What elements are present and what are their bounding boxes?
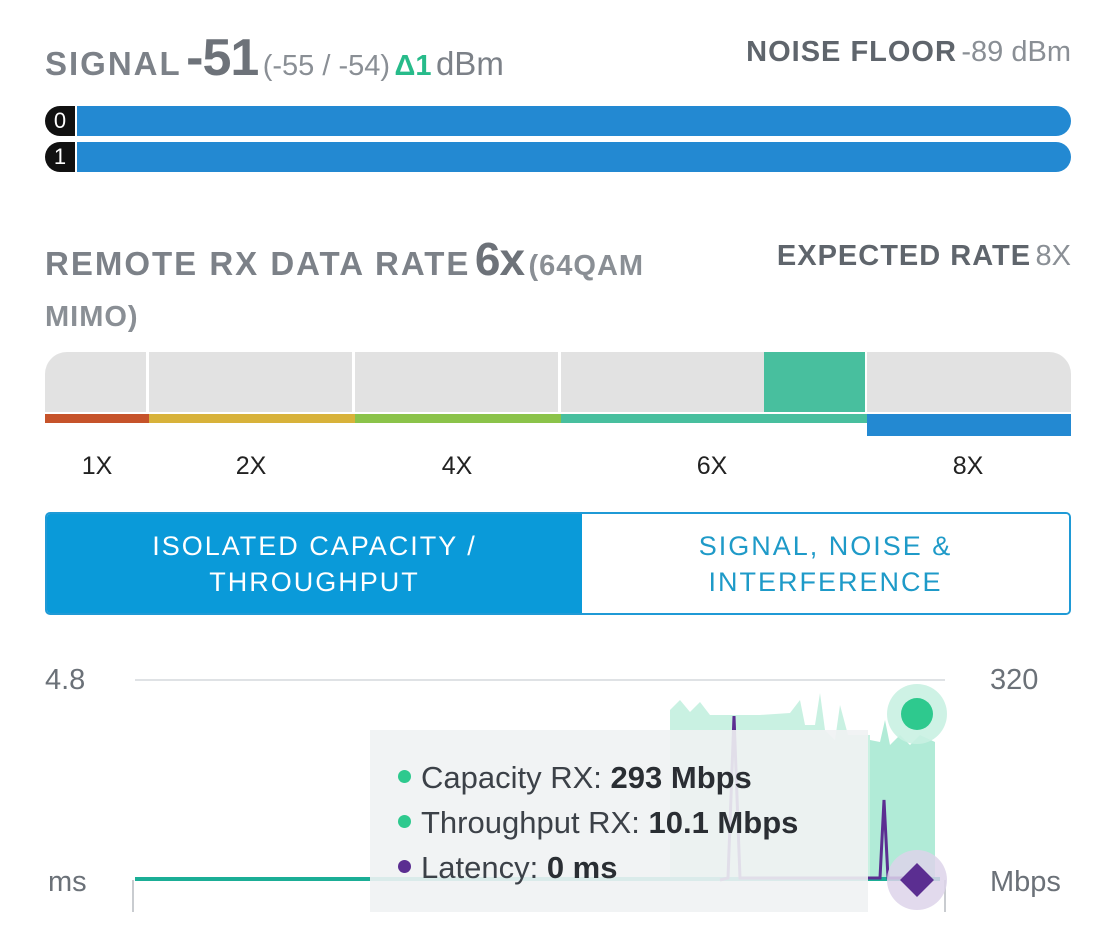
- chain-signal-bar: [77, 142, 1071, 172]
- expected-rate: EXPECTED RATE 8X: [777, 240, 1071, 273]
- signal-unit: dBm: [435, 45, 504, 82]
- signal-label: SIGNAL: [45, 45, 182, 82]
- rate-summary: REMOTE RX DATA RATE 6x (64QAM MIMO): [45, 236, 725, 345]
- tooltip-value: 0 ms: [546, 850, 618, 885]
- signal-chains: (-55 / -54): [262, 50, 391, 82]
- rate-segment-2x: [149, 352, 352, 412]
- rate-stripe-6x: [561, 414, 867, 423]
- rate-label: REMOTE RX DATA RATE: [45, 245, 471, 282]
- chain-bar-0: 0: [45, 106, 1071, 136]
- tooltip-row-capacity: Capacity RX: 293 Mbps: [398, 755, 868, 800]
- signal-summary: SIGNAL -51 (-55 / -54) Δ1 dBm: [45, 28, 504, 88]
- right-axis-max: 320: [990, 664, 1039, 696]
- signal-delta: Δ1: [394, 50, 432, 82]
- rate-scale-label: 2X: [235, 452, 267, 480]
- rate-scale-label: 4X: [441, 452, 473, 480]
- noise-floor-value: -89 dBm: [961, 36, 1071, 68]
- latency-marker: [900, 863, 934, 897]
- chain-number: 1: [45, 142, 75, 172]
- series-dot: [398, 815, 411, 829]
- rate-segment-6x: [561, 352, 865, 412]
- tooltip-value: 293 Mbps: [610, 760, 752, 795]
- current-rate-marker: [764, 352, 865, 412]
- tooltip-label: Capacity RX:: [421, 760, 602, 795]
- rate-scale-label: 8X: [952, 452, 984, 480]
- tooltip-row-latency: Latency: 0 ms: [398, 845, 868, 890]
- right-axis-unit: Mbps: [990, 866, 1061, 898]
- chain-number: 0: [45, 106, 75, 136]
- rate-stripe-1x: [45, 414, 149, 423]
- signal-value: -51: [186, 29, 259, 87]
- tooltip-label: Throughput RX:: [421, 805, 640, 840]
- chart-tooltip: Capacity RX: 293 Mbps Throughput RX: 10.…: [370, 730, 868, 912]
- rate-scale-label: 1X: [81, 452, 113, 480]
- chain-signal-bar: [77, 106, 1071, 136]
- rate-scale-label: 6X: [696, 452, 728, 480]
- rate-stripe-2x: [149, 414, 355, 423]
- rate-segment-1x: [45, 352, 146, 412]
- noise-floor: NOISE FLOOR -89 dBm: [746, 36, 1071, 69]
- expected-rate-marker: [867, 414, 1071, 436]
- rate-stripe-4x: [355, 414, 561, 423]
- tab-label: ISOLATED CAPACITY / THROUGHPUT: [152, 530, 477, 597]
- noise-floor-label: NOISE FLOOR: [746, 36, 957, 68]
- rate-segment-8x: [867, 352, 1071, 412]
- tooltip-row-throughput: Throughput RX: 10.1 Mbps: [398, 800, 868, 845]
- tooltip-value: 10.1 Mbps: [648, 805, 799, 840]
- expected-rate-value: 8X: [1035, 240, 1071, 272]
- rate-value: 6x: [474, 233, 525, 285]
- capacity-marker: [901, 698, 933, 730]
- rate-bar: [45, 352, 1071, 436]
- series-dot: [398, 860, 411, 874]
- signal-header: SIGNAL -51 (-55 / -54) Δ1 dBm NOISE FLOO…: [45, 28, 1071, 88]
- left-axis-max: 4.8: [45, 664, 86, 696]
- tab-capacity-throughput[interactable]: ISOLATED CAPACITY / THROUGHPUT: [47, 514, 582, 613]
- tab-signal-noise[interactable]: SIGNAL, NOISE & INTERFERENCE: [582, 514, 1069, 613]
- expected-rate-label: EXPECTED RATE: [776, 240, 1032, 272]
- view-tabs: ISOLATED CAPACITY / THROUGHPUT SIGNAL, N…: [45, 512, 1071, 615]
- rate-segment-4x: [355, 352, 558, 412]
- tab-label: SIGNAL, NOISE & INTERFERENCE: [698, 530, 953, 597]
- left-axis-unit: ms: [48, 866, 87, 898]
- chain-bar-1: 1: [45, 142, 1071, 172]
- tooltip-label: Latency:: [421, 850, 539, 885]
- rate-header: REMOTE RX DATA RATE 6x (64QAM MIMO) EXPE…: [45, 236, 1071, 336]
- rate-detail: (64QAM MIMO): [45, 250, 645, 333]
- series-dot: [398, 770, 411, 784]
